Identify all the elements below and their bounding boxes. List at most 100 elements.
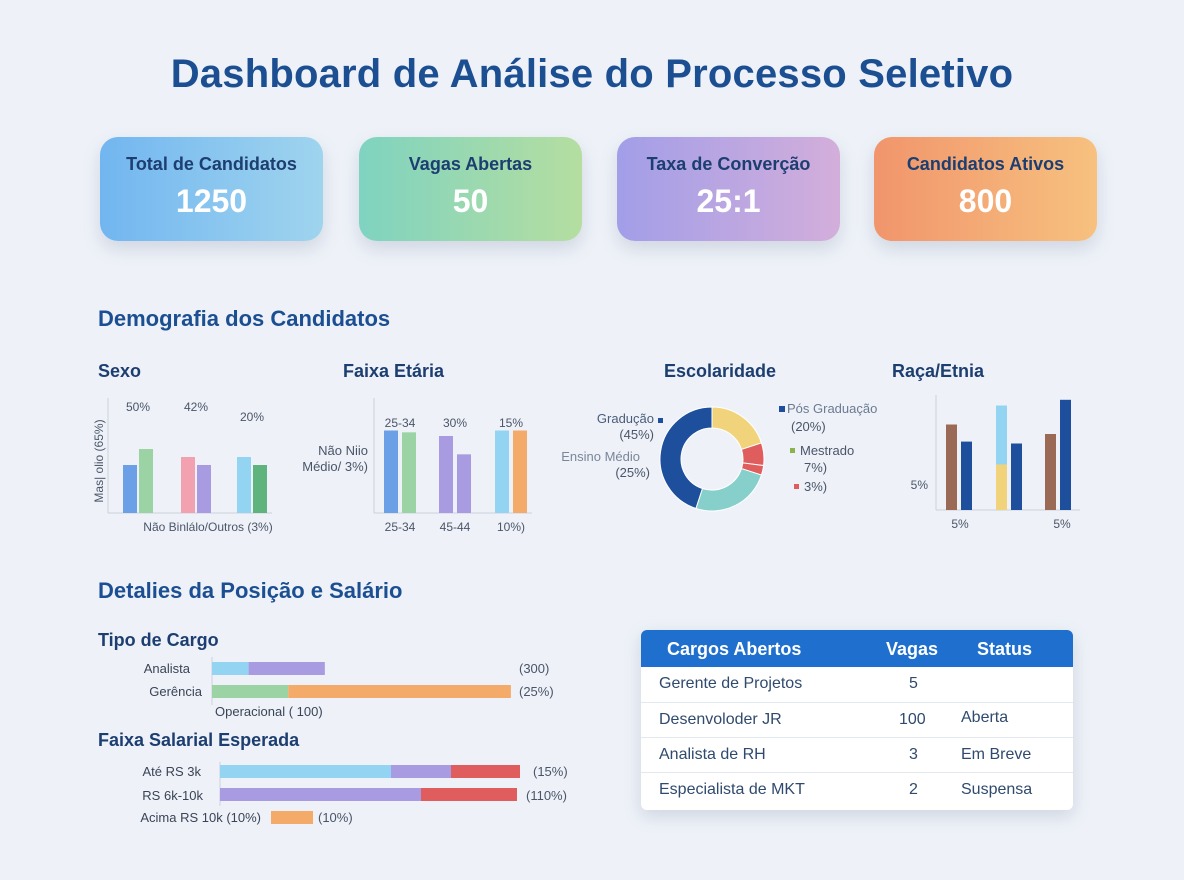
escolaridade-annot-mestrado: 7%) bbox=[804, 460, 828, 475]
bar bbox=[495, 430, 509, 513]
bar bbox=[439, 436, 453, 513]
kpi-label: Candidatos Ativos bbox=[906, 154, 1065, 174]
salario-annot: (110%) bbox=[526, 788, 567, 803]
kpi-value: 800 bbox=[958, 183, 1013, 219]
bar-segment bbox=[996, 464, 1007, 510]
raca-etnia-chart: 5% 5% 5% bbox=[911, 395, 1080, 531]
table-header-vagas: Vagas bbox=[886, 639, 939, 659]
chart-title-escolaridade: Escolaridade bbox=[664, 361, 777, 381]
bar bbox=[996, 405, 1007, 510]
bar-segment bbox=[288, 685, 511, 698]
table-cell-cargo: Desenvoloder JR bbox=[659, 711, 782, 728]
faixa-tick-label: 10%) bbox=[497, 520, 525, 534]
faixa-tick-label: 45-44 bbox=[440, 520, 471, 534]
sexo-ylabel: Mas| olio (65%) bbox=[92, 419, 106, 502]
escolaridade-label-pos: Pós Graduação bbox=[787, 401, 878, 416]
chart-title-tipo-cargo: Tipo de Cargo bbox=[98, 630, 219, 650]
faixa-group-label: 30% bbox=[443, 416, 467, 430]
chart-title-faixa-etaria: Faixa Etária bbox=[343, 361, 445, 381]
table-cell-vagas: 5 bbox=[909, 675, 918, 692]
sexo-group-label: 50% bbox=[126, 400, 150, 414]
escolaridade-marker bbox=[794, 484, 799, 489]
escolaridade-marker bbox=[779, 406, 785, 412]
cargos-abertos-table: Cargos Abertos Vagas Status Gerente de P… bbox=[641, 630, 1073, 810]
chart-title-faixa-salarial: Faixa Salarial Esperada bbox=[98, 730, 300, 750]
bar-segment bbox=[220, 788, 421, 801]
bar-segment bbox=[451, 765, 520, 778]
kpi-vagas-abertas: Vagas Abertas 50 bbox=[359, 137, 582, 241]
bar bbox=[1045, 434, 1056, 510]
bar bbox=[237, 457, 251, 513]
salario-chart bbox=[219, 762, 520, 824]
bar bbox=[197, 465, 211, 513]
table-cell-cargo: Especialista de MKT bbox=[659, 781, 805, 798]
escolaridade-label-graduacao: Gradução bbox=[596, 411, 654, 426]
table-header: Cargos Abertos Vagas Status bbox=[641, 630, 1073, 667]
bar bbox=[961, 441, 972, 510]
chart-title-raca-etnia: Raça/Etnia bbox=[892, 361, 985, 381]
tipo-cargo-annot: (300) bbox=[519, 661, 550, 676]
salario-label: RS 6k-10k bbox=[142, 788, 203, 803]
table-cell-status: Em Breve bbox=[961, 746, 1032, 763]
escolaridade-annot-ensino: (25%) bbox=[615, 465, 650, 480]
bar-segment bbox=[212, 685, 289, 698]
bar-segment bbox=[391, 765, 451, 778]
kpi-value: 50 bbox=[452, 183, 489, 219]
raca-tick-label: 5% bbox=[1053, 517, 1071, 531]
bar bbox=[384, 430, 398, 513]
donut-slice bbox=[659, 406, 713, 510]
bar bbox=[946, 424, 957, 510]
escolaridade-annot-other: 3%) bbox=[804, 479, 828, 494]
kpi-total-candidatos: Total de Candidatos 1250 bbox=[100, 137, 323, 241]
bar-segment bbox=[271, 811, 313, 824]
table-row: Analista de RH 3 Em Breve bbox=[641, 737, 1073, 773]
escolaridade-annot-pos: (20%) bbox=[791, 419, 826, 434]
donut-slice bbox=[711, 406, 763, 451]
kpi-label: Total de Candidatos bbox=[126, 154, 297, 174]
bar bbox=[402, 432, 416, 513]
escolaridade-label-mestrado: Mestrado bbox=[800, 443, 855, 458]
table-cell-vagas: 3 bbox=[909, 746, 918, 763]
escolaridade-marker bbox=[790, 448, 795, 453]
table-cell-status: Aberta bbox=[961, 709, 1009, 726]
page-title: Dashboard de Análise do Processo Seletiv… bbox=[170, 52, 1014, 96]
bar bbox=[457, 454, 471, 513]
bar bbox=[123, 465, 137, 513]
tipo-cargo-extra: Operacional ( 100) bbox=[215, 704, 323, 719]
kpi-taxa-conversao: Taxa de Converção 25:1 bbox=[617, 137, 840, 241]
faixa-group-label: 15% bbox=[499, 416, 523, 430]
sexo-xlabel: Não Binlálo/Outros (3%) bbox=[143, 520, 272, 534]
table-cell-cargo: Gerente de Projetos bbox=[659, 675, 803, 692]
sexo-chart: 50% 42% 20% Mas| olio (65%) Não Binlálo/… bbox=[92, 398, 273, 534]
tipo-cargo-chart bbox=[211, 657, 511, 705]
salario-annot: (10%) bbox=[318, 810, 353, 825]
table-cell-vagas: 100 bbox=[899, 711, 926, 728]
raca-ylabel: 5% bbox=[911, 478, 929, 492]
bar-segment bbox=[220, 765, 391, 778]
faixa-tick-label: 25-34 bbox=[385, 520, 416, 534]
escolaridade-label-ensino: Ensino Médio bbox=[561, 449, 640, 464]
tipo-cargo-label: Gerência bbox=[149, 684, 202, 699]
section-detalhes: Detalies da Posição e Salário bbox=[98, 578, 403, 603]
table-header-status: Status bbox=[977, 639, 1033, 659]
bar bbox=[1011, 443, 1022, 510]
kpi-value: 25:1 bbox=[696, 183, 761, 219]
donut-slice bbox=[695, 467, 763, 512]
faixa-etaria-chart: 25-34 30% 15% 25-34 45-44 10%) bbox=[373, 398, 532, 534]
bar-segment bbox=[212, 662, 249, 675]
bar bbox=[181, 457, 195, 513]
table-header-cargo: Cargos Abertos bbox=[667, 639, 802, 659]
bar-segment bbox=[421, 788, 517, 801]
tipo-cargo-annot: (25%) bbox=[519, 684, 554, 699]
bar bbox=[253, 465, 267, 513]
kpi-label: Taxa de Converção bbox=[646, 154, 811, 174]
kpi-value: 1250 bbox=[175, 183, 248, 219]
sexo-group-label: 20% bbox=[240, 410, 264, 424]
table-row: Gerente de Projetos 5 bbox=[641, 667, 1073, 702]
bar bbox=[139, 449, 153, 513]
table-cell-status: Suspensa bbox=[961, 781, 1033, 798]
section-demografia: Demografia dos Candidatos bbox=[98, 306, 391, 331]
salario-label: Acima RS 10k (10%) bbox=[140, 810, 261, 825]
bar-segment bbox=[248, 662, 325, 675]
sexo-group-label: 42% bbox=[184, 400, 208, 414]
